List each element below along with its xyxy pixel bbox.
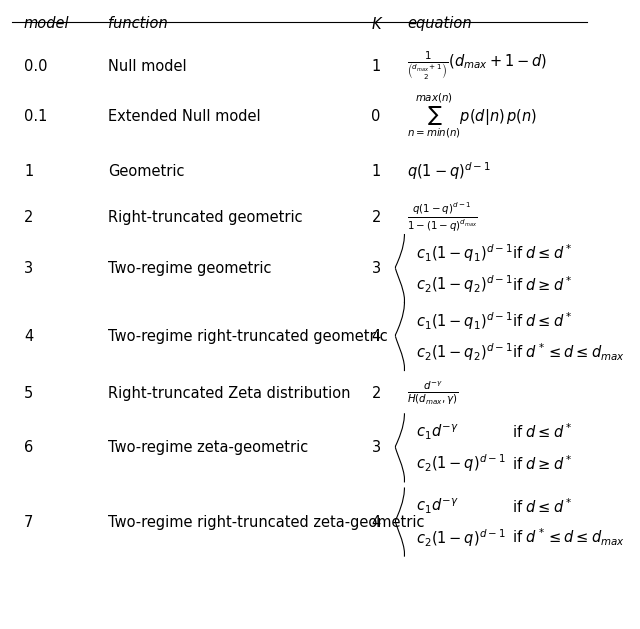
Text: 3: 3	[371, 261, 381, 276]
Text: 6: 6	[24, 440, 33, 455]
Text: if $d \geq d^*$: if $d \geq d^*$	[512, 454, 573, 473]
Text: model: model	[24, 16, 70, 31]
Text: $c_1 d^{-\gamma}$: $c_1 d^{-\gamma}$	[417, 497, 459, 516]
Text: if $d \leq d^*$: if $d \leq d^*$	[512, 497, 573, 516]
Text: $c_1 d^{-\gamma}$: $c_1 d^{-\gamma}$	[417, 423, 459, 442]
Text: 7: 7	[24, 515, 33, 530]
Text: $q(1-q)^{d-1}$: $q(1-q)^{d-1}$	[408, 160, 492, 182]
Text: equation: equation	[408, 16, 472, 31]
Text: Right-truncated Zeta distribution: Right-truncated Zeta distribution	[108, 386, 350, 401]
Text: 2: 2	[371, 209, 381, 225]
Text: $\sum_{n=min(n)}^{max(n)} p(d|n)\,p(n)$: $\sum_{n=min(n)}^{max(n)} p(d|n)\,p(n)$	[408, 92, 538, 140]
Text: 1: 1	[24, 164, 33, 179]
Text: if $d \geq d^*$: if $d \geq d^*$	[512, 275, 573, 294]
Text: 3: 3	[24, 261, 33, 276]
Text: 4: 4	[371, 515, 381, 530]
Text: 1: 1	[371, 58, 381, 74]
Text: function: function	[108, 16, 168, 31]
Text: $c_2(1-q)^{d-1}$: $c_2(1-q)^{d-1}$	[417, 527, 506, 548]
Text: Two-regime right-truncated geometric: Two-regime right-truncated geometric	[108, 329, 388, 344]
Text: 2: 2	[24, 209, 33, 225]
Text: 0: 0	[371, 109, 381, 124]
Text: if $d^* \leq d \leq d_{max}$: if $d^* \leq d \leq d_{max}$	[512, 342, 625, 363]
Text: 4: 4	[371, 329, 381, 344]
Text: if $d \leq d^*$: if $d \leq d^*$	[512, 311, 573, 330]
Text: Two-regime zeta-geometric: Two-regime zeta-geometric	[108, 440, 308, 455]
Text: if $d^* \leq d \leq d_{max}$: if $d^* \leq d \leq d_{max}$	[512, 527, 625, 548]
Text: Right-truncated geometric: Right-truncated geometric	[108, 209, 303, 225]
Text: if $d \leq d^*$: if $d \leq d^*$	[512, 243, 573, 262]
Text: $c_1(1-q_1)^{d-1}$: $c_1(1-q_1)^{d-1}$	[417, 242, 513, 264]
Text: if $d \leq d^*$: if $d \leq d^*$	[512, 423, 573, 442]
Text: 5: 5	[24, 386, 33, 401]
Text: Two-regime geometric: Two-regime geometric	[108, 261, 271, 276]
Text: Geometric: Geometric	[108, 164, 184, 179]
Text: Null model: Null model	[108, 58, 186, 74]
Text: $c_2(1-q_2)^{d-1}$: $c_2(1-q_2)^{d-1}$	[417, 342, 513, 363]
Text: 4: 4	[24, 329, 33, 344]
Text: $c_1(1-q_1)^{d-1}$: $c_1(1-q_1)^{d-1}$	[417, 310, 513, 331]
Text: 3: 3	[371, 440, 381, 455]
Text: $\frac{q(1-q)^{d-1}}{1-(1-q)^{d_{max}}}$: $\frac{q(1-q)^{d-1}}{1-(1-q)^{d_{max}}}$	[408, 201, 478, 233]
Text: 1: 1	[371, 164, 381, 179]
Text: 0.0: 0.0	[24, 58, 47, 74]
Text: $c_2(1-q_2)^{d-1}$: $c_2(1-q_2)^{d-1}$	[417, 274, 513, 295]
Text: $\frac{d^{-\gamma}}{H(d_{max},\gamma)}$: $\frac{d^{-\gamma}}{H(d_{max},\gamma)}$	[408, 379, 459, 407]
Text: $K$: $K$	[371, 16, 384, 31]
Text: 2: 2	[371, 386, 381, 401]
Text: Extended Null model: Extended Null model	[108, 109, 260, 124]
Text: Two-regime right-truncated zeta-geometric: Two-regime right-truncated zeta-geometri…	[108, 515, 424, 530]
Text: $\frac{1}{\binom{d_{max}+1}{2}}(d_{max} + 1 - d)$: $\frac{1}{\binom{d_{max}+1}{2}}(d_{max} …	[408, 50, 548, 82]
Text: $c_2(1-q)^{d-1}$: $c_2(1-q)^{d-1}$	[417, 453, 506, 474]
Text: 0.1: 0.1	[24, 109, 47, 124]
